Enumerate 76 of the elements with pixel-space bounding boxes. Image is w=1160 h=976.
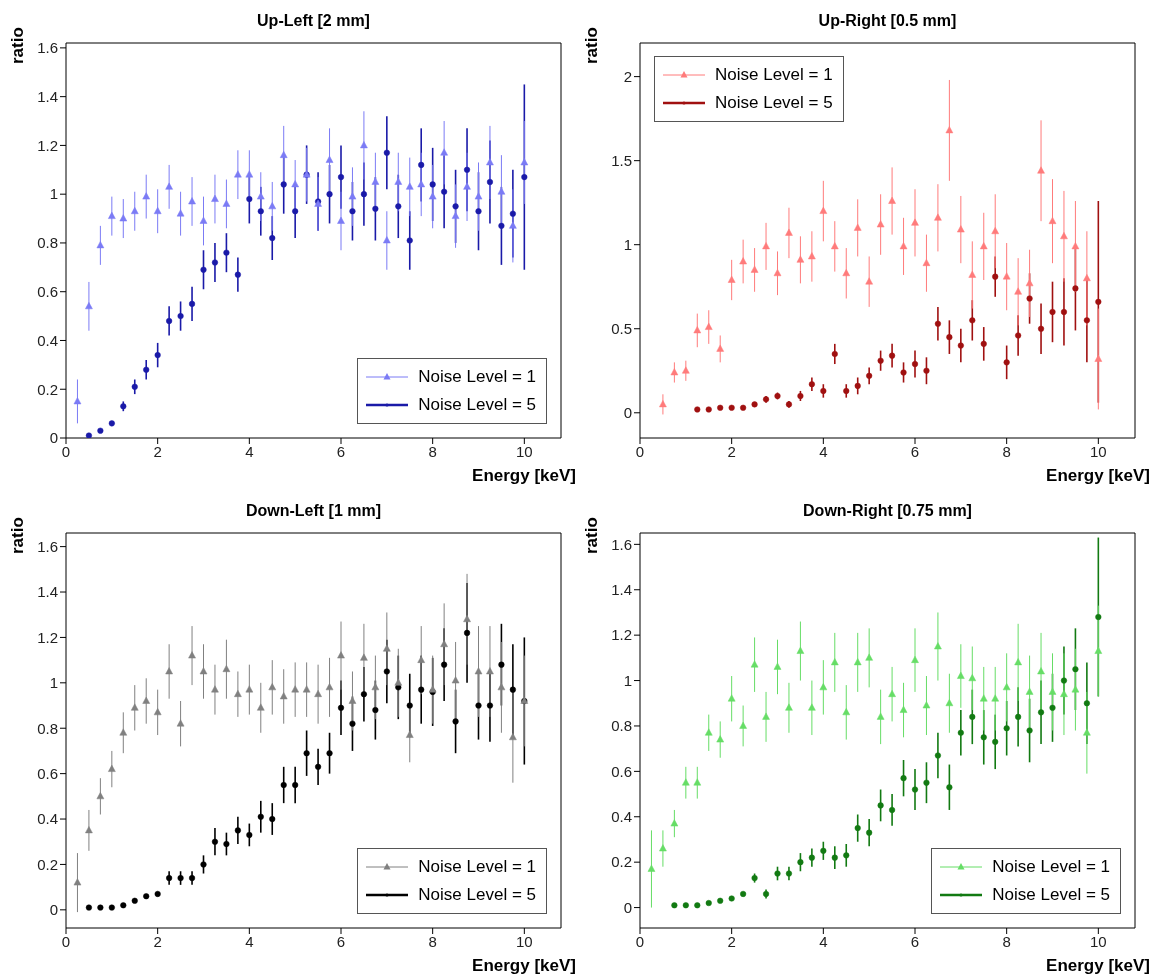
x-tick-label: 6 xyxy=(910,932,920,950)
y-tick-label: 1.2 xyxy=(37,136,58,154)
y-tick-label: 1 xyxy=(49,674,58,692)
legend-label: Noise Level = 1 xyxy=(418,857,536,877)
legend-label: Noise Level = 1 xyxy=(715,65,833,85)
x-tick-label: 8 xyxy=(428,932,437,950)
y-tick-label: 1.2 xyxy=(37,628,58,646)
y-axis-title: ratio xyxy=(8,27,28,64)
chart-title: Down-Right [0.75 mm] xyxy=(802,502,973,520)
y-tick-label: 1 xyxy=(623,671,632,689)
y-tick-label: 0.2 xyxy=(611,853,632,871)
x-tick-label: 2 xyxy=(153,442,162,460)
y-tick-label: 1.4 xyxy=(37,583,58,601)
legend-label: Noise Level = 5 xyxy=(992,885,1110,905)
legend-label: Noise Level = 5 xyxy=(715,93,833,113)
legend-label: Noise Level = 1 xyxy=(992,857,1110,877)
y-tick-label: 0.6 xyxy=(37,764,58,782)
x-tick-label: 6 xyxy=(336,442,346,460)
chart-title: Up-Left [2 mm] xyxy=(256,12,371,30)
x-tick-label: 4 xyxy=(245,932,254,950)
x-tick-label: 0 xyxy=(635,442,645,460)
x-axis-title: Energy [keV] xyxy=(1046,956,1150,976)
y-tick-label: 1.4 xyxy=(37,87,58,105)
y-tick-label: 0.2 xyxy=(37,855,58,873)
y-tick-label: 0 xyxy=(623,898,632,916)
y-tick-label: 2 xyxy=(623,67,632,85)
y-tick-label: 0.4 xyxy=(611,808,632,826)
legend-label: Noise Level = 5 xyxy=(418,395,536,415)
x-tick-label: 6 xyxy=(336,932,346,950)
x-tick-label: 2 xyxy=(727,932,736,950)
y-tick-label: 0.4 xyxy=(37,331,58,349)
y-tick-label: 0.2 xyxy=(37,380,58,398)
x-tick-label: 10 xyxy=(515,442,533,460)
x-axis-title: Energy [keV] xyxy=(1046,466,1150,486)
y-tick-label: 0.6 xyxy=(37,283,58,301)
y-tick-label: 0.8 xyxy=(37,719,58,737)
x-tick-label: 2 xyxy=(727,442,736,460)
y-axis-title: ratio xyxy=(8,517,28,554)
y-axis-title: ratio xyxy=(582,517,602,554)
x-tick-label: 10 xyxy=(515,932,533,950)
y-tick-label: 0.8 xyxy=(611,717,632,735)
x-axis-title: Energy [keV] xyxy=(472,466,576,486)
x-tick-label: 2 xyxy=(153,932,162,950)
x-tick-label: 4 xyxy=(245,442,254,460)
x-axis-title: Energy [keV] xyxy=(472,956,576,976)
y-tick-label: 0 xyxy=(49,901,58,919)
x-tick-label: 10 xyxy=(1089,932,1107,950)
y-tick-label: 1.2 xyxy=(611,626,632,644)
chart-title: Up-Right [0.5 mm] xyxy=(817,12,958,30)
y-tick-label: 1 xyxy=(623,236,632,254)
x-tick-label: 0 xyxy=(61,442,71,460)
y-tick-label: 1.4 xyxy=(611,581,632,599)
x-tick-label: 0 xyxy=(635,932,645,950)
y-tick-label: 1.5 xyxy=(611,151,632,169)
x-tick-label: 8 xyxy=(428,442,437,460)
y-tick-label: 0.6 xyxy=(611,762,632,780)
y-tick-label: 1 xyxy=(49,185,58,203)
x-tick-label: 10 xyxy=(1089,442,1107,460)
y-tick-label: 1.6 xyxy=(37,39,58,57)
x-tick-label: 8 xyxy=(1002,442,1011,460)
y-tick-label: 0 xyxy=(49,429,58,447)
y-tick-label: 1.6 xyxy=(611,535,632,553)
y-tick-label: 1.6 xyxy=(37,537,58,555)
y-axis-title: ratio xyxy=(582,27,602,64)
y-tick-label: 0.8 xyxy=(37,234,58,252)
x-tick-label: 0 xyxy=(61,932,71,950)
y-tick-label: 0.5 xyxy=(611,320,632,338)
legend-label: Noise Level = 1 xyxy=(418,367,536,387)
x-tick-label: 4 xyxy=(819,442,828,460)
legend-label: Noise Level = 5 xyxy=(418,885,536,905)
y-tick-label: 0.4 xyxy=(37,810,58,828)
chart-title: Down-Left [1 mm] xyxy=(244,502,383,520)
x-tick-label: 8 xyxy=(1002,932,1011,950)
x-tick-label: 6 xyxy=(910,442,920,460)
x-tick-label: 4 xyxy=(819,932,828,950)
y-tick-label: 0 xyxy=(623,404,632,422)
